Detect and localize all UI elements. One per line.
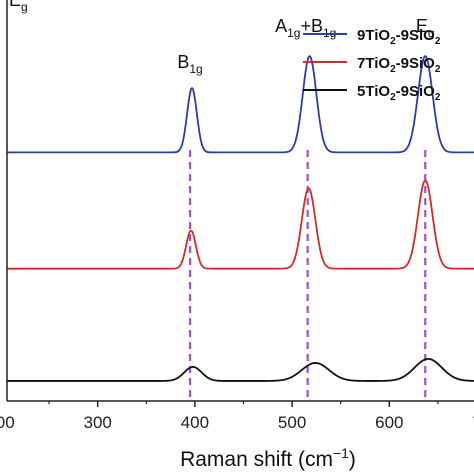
x-tick-label: 200 (0, 413, 15, 432)
peak-label: B1g (177, 52, 202, 76)
x-tick-label: 500 (278, 413, 306, 432)
x-tick-label: 300 (84, 413, 112, 432)
peak-label: A1g+B1g (275, 16, 336, 40)
x-tick-label: 700 (472, 413, 474, 432)
x-tick-label: 400 (181, 413, 209, 432)
legend-label-2: 7TiO2-9SiO2 (357, 55, 441, 75)
x-axis: 200300400500600700800 (0, 0, 474, 432)
legend: 9TiO2-9SiO2 7TiO2-9SiO2 5TiO2-9SiO2 (303, 27, 441, 103)
reference-lines (188, 150, 427, 401)
x-tick-label: 600 (375, 413, 403, 432)
series-line-1 (7, 55, 474, 154)
peak-annotations: Eg B1g A1g+B1g Eg (9, 0, 435, 76)
peak-label: Eg (416, 16, 435, 40)
peak-label: Eg (9, 0, 28, 14)
series-lines (7, 55, 474, 382)
x-axis-label: Raman shift (cm−1) (180, 445, 356, 471)
series-line-3 (7, 357, 474, 382)
series-line-2 (7, 179, 474, 270)
legend-label-1: 9TiO2-9SiO2 (357, 27, 441, 47)
legend-label-3: 5TiO2-9SiO2 (357, 83, 441, 103)
